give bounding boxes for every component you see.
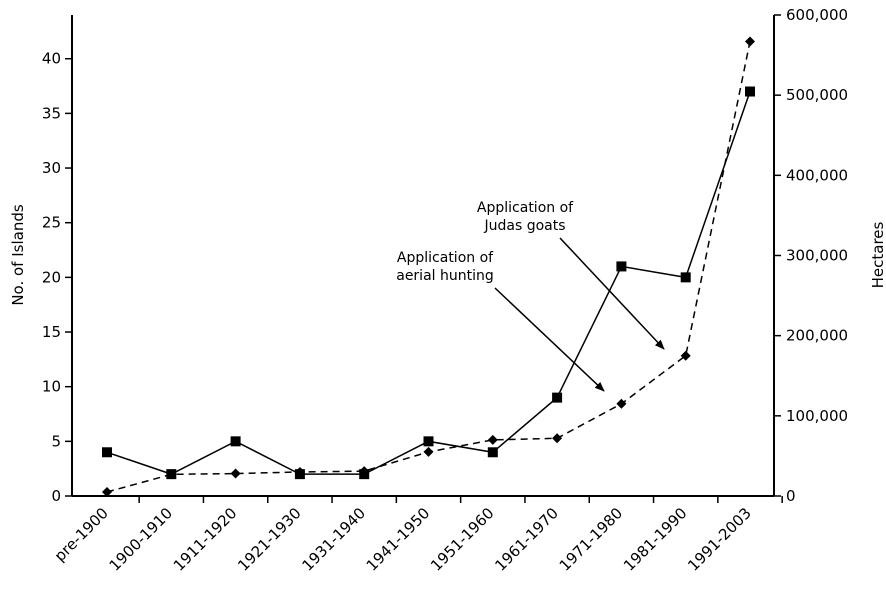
y-tick-label: 40 — [42, 50, 61, 68]
y-tick-label: 25 — [42, 214, 61, 232]
annotation-2-text: Judas goats — [483, 218, 565, 234]
series-2-diamond-point — [680, 350, 691, 361]
y-tick-label: 20 — [42, 268, 61, 286]
series-2-diamond-point — [552, 433, 563, 444]
series-2-diamond-point — [102, 486, 112, 497]
series-1-square-point — [487, 447, 498, 458]
axes: 0 5 10 15 20 25 30 35 40 0 100,000 200,000 300,000 40… — [42, 6, 848, 575]
series-layer — [102, 36, 755, 497]
series-2-diamond-point — [487, 434, 498, 445]
x-tick-label: 1961-1970 — [491, 504, 562, 575]
y2-tick-label: 0 — [786, 487, 796, 505]
series-2-diamond-point — [294, 466, 305, 477]
series-1-square-point — [616, 261, 627, 272]
x-tick-label: 1981-1990 — [620, 504, 691, 575]
x-tick-label: 1900-1910 — [106, 504, 177, 575]
x-tick-label: 1971-1980 — [556, 504, 627, 575]
y2-axis-title: Hectares — [869, 221, 886, 288]
series-2-diamond-point — [230, 468, 241, 479]
x-tick-label: 1991-2003 — [684, 504, 755, 575]
annotation-layer: Application of aerial hunting Application … — [396, 200, 665, 392]
x-tick-label: 1911-1920 — [170, 504, 241, 575]
annotation-2-text: Application of — [477, 200, 574, 216]
y-axis-title: No. of Islands — [9, 204, 27, 306]
series-1-square-point — [102, 447, 112, 458]
y-tick-label: 35 — [42, 104, 61, 122]
y-tick-label: 5 — [51, 432, 61, 450]
y-tick-label: 15 — [42, 323, 61, 341]
y2-tick-label: 600,000 — [786, 6, 848, 24]
y2-tick-label: 400,000 — [786, 166, 848, 184]
y2-tick-label: 300,000 — [786, 247, 848, 265]
series-1-square-point — [745, 86, 755, 97]
series-1-square-point — [230, 436, 241, 447]
y-tick-label: 10 — [42, 378, 61, 396]
y2-tick-label: 200,000 — [786, 327, 848, 345]
y-tick-label: 0 — [51, 487, 61, 505]
series-2-diamond-point — [359, 466, 370, 477]
series-1-square-point — [423, 436, 434, 447]
series-2-line — [106, 41, 751, 493]
series-1-square-point — [680, 272, 691, 283]
y-tick-label: 30 — [42, 159, 61, 177]
series-2-diamond-point — [423, 446, 434, 457]
series-2-diamond-point — [166, 469, 177, 480]
annotation-1-arrow — [494, 287, 605, 392]
annotation-1-text: aerial hunting — [396, 268, 494, 284]
y2-tick-label: 100,000 — [786, 407, 848, 425]
series-2-diamond-point — [616, 398, 627, 409]
x-tick-label: pre-1900 — [51, 504, 112, 565]
x-tick-label: 1941-1950 — [363, 504, 434, 575]
series-2-diamond-point — [745, 36, 755, 47]
x-tick-label: 1931-1940 — [298, 504, 369, 575]
y2-tick-label: 500,000 — [786, 86, 848, 104]
annotation-2-arrow — [559, 237, 665, 350]
x-tick-label: 1921-1930 — [234, 504, 305, 575]
x-tick-label: 1951-1960 — [427, 504, 498, 575]
series-1-square-point — [552, 392, 563, 403]
annotation-1-text: Application of — [397, 250, 494, 266]
